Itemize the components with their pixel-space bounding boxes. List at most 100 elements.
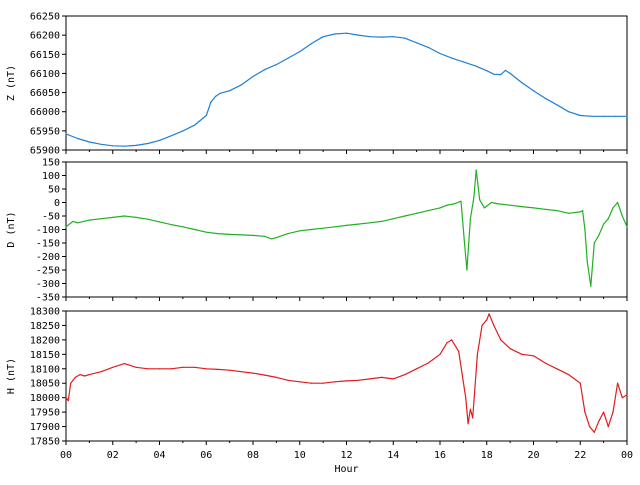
h-panel-data-point [217,368,219,370]
d-panel-data-point [135,216,137,218]
d-panel-data-point [147,218,149,220]
h-panel-xtick-label: 06 [200,450,212,461]
h-panel-data-point [416,368,418,370]
d-panel-series-line [65,169,628,287]
d-panel-data-point [416,212,418,214]
z-panel-data-point [219,92,221,94]
z-panel-data-point [591,115,593,117]
d-panel-data-point [593,242,595,244]
h-panel-data-point [486,319,488,321]
h-panel-data-point [626,394,628,396]
h-panel-data-point [74,376,76,378]
d-panel-data-point [439,207,441,209]
d-panel-data-point [240,234,242,236]
d-panel-data-point [322,227,324,229]
h-panel-ytick-label: 18150 [30,350,60,361]
d-panel-data-point [466,269,468,271]
h-panel-data-point [593,431,595,433]
d-panel-data-point [586,261,588,263]
z-panel-data-point [275,64,277,66]
z-panel-data-point [77,137,79,140]
h-panel-data-point [493,324,495,326]
z-panel-data-point [240,84,242,86]
d-panel-data-point [77,222,79,224]
h-panel-data-point [584,411,586,413]
z-panel-data-point [416,42,418,44]
z-panel-data-point [264,69,266,71]
z-panel-data-point [626,115,628,117]
z-panel-series-line [65,32,627,147]
d-panel-data-point [392,218,394,220]
d-panel-data-point [112,216,114,218]
z-panel-data-point [170,135,172,137]
d-panel-data-point [182,226,184,228]
d-panel-data-point [299,230,301,232]
d-panel-data-point [158,221,161,223]
z-panel-data-point [88,141,90,143]
z-panel-data-point [504,69,506,71]
d-panel-data-point [490,201,492,204]
d-panel-data-point [271,238,273,240]
d-panel-data-point [100,218,102,220]
z-panel-data-point [474,65,476,67]
h-panel-data-point [299,381,301,383]
h-panel-data-point [446,342,448,344]
z-panel-ytick-label: 66150 [30,50,60,61]
d-panel-ytick-label: -350 [36,293,60,304]
z-panel-data-point [310,43,312,45]
d-panel-data-point [194,228,196,231]
h-panel-data-point [381,376,383,378]
h-panel-data-point [598,420,600,422]
d-panel-data-point [568,212,570,214]
z-panel-data-point [369,36,371,38]
z-panel-ytick-label: 66100 [30,69,60,80]
h-panel-xtick-label: 10 [294,450,306,461]
z-panel-ytick-label: 66050 [30,88,60,99]
z-panel-data-point [123,145,125,147]
h-panel-xtick-label: 00 [621,450,633,461]
h-panel-data-point [556,368,558,370]
z-panel-data-point [603,115,605,117]
d-panel-ytick-label: 150 [42,158,60,169]
h-panel-data-point [264,374,266,376]
z-panel-data-point [544,97,546,99]
z-panel-data-point [65,133,67,135]
h-panel-data-point [252,372,254,374]
z-panel-frame [65,15,628,151]
z-panel-data-point [229,90,231,92]
d-panel-ytick-label: 50 [48,185,60,196]
z-panel-data-point [493,73,495,75]
d-panel-ytick-label: -250 [36,266,60,277]
d-panel-data-point [446,204,448,206]
h-panel-xtick-label: 14 [387,450,399,461]
h-panel-data-point [84,375,86,377]
z-panel-data-point [334,33,336,35]
h-panel-data-point [612,411,614,413]
h-panel-data-point [240,371,242,373]
d-panel-data-point [252,234,254,236]
h-panel-data-point [100,371,102,373]
h-panel-ytick-label: 18050 [30,379,60,390]
h-panel-data-point [70,382,72,384]
h-panel-data-point [458,350,460,352]
z-panel-data-point [158,139,161,141]
h-panel-xtick-label: 20 [527,450,539,461]
h-panel-ytick-label: 17850 [30,437,60,448]
d-panel-data-point [626,226,628,228]
h-panel-ytick-label: 17950 [30,408,60,419]
h-panel-ytick-label: 18200 [30,335,60,346]
h-panel-xtick-label: 00 [60,450,72,461]
z-panel-data-point [521,82,523,84]
d-panel-data-point [607,218,609,220]
h-panel-data-point [488,313,490,315]
h-panel-data-point [334,381,336,383]
h-panel-data-point [603,411,605,413]
h-panel-data-point [481,324,483,326]
h-panel-data-point [112,366,114,368]
d-panel-ytick-label: -150 [36,239,60,250]
h-panel-ytick-label: 17900 [30,422,60,433]
h-panel-data-point [205,368,207,370]
h-panel-data-point [135,366,137,368]
h-panel-data-point [469,408,471,410]
